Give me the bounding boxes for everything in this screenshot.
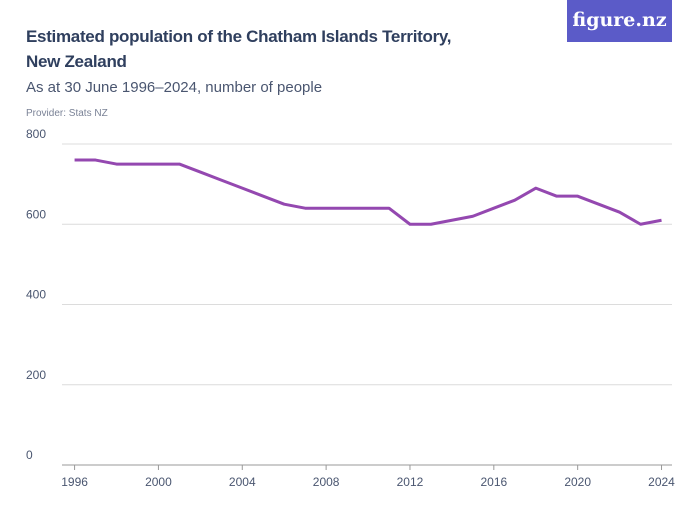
y-tick-label: 400 xyxy=(26,288,46,302)
x-tick-label: 2004 xyxy=(229,475,256,489)
x-tick-label: 2012 xyxy=(397,475,424,489)
y-tick-label: 0 xyxy=(26,448,33,462)
x-tick-label: 2016 xyxy=(480,475,507,489)
x-tick-label: 2024 xyxy=(648,475,675,489)
y-tick-label: 600 xyxy=(26,207,46,221)
chart-title: Estimated population of the Chatham Isla… xyxy=(26,27,452,71)
x-tick-label: 1996 xyxy=(61,475,88,489)
x-tick-label: 2008 xyxy=(313,475,340,489)
x-tick-label: 2000 xyxy=(145,475,172,489)
logo[interactable]: figure.nz xyxy=(567,0,672,42)
y-tick-label: 200 xyxy=(26,368,46,382)
source: Provider: Stats NZ xyxy=(26,108,108,119)
data-line xyxy=(74,158,662,226)
chart-subtitle: As at 30 June 1996–2024, number of peopl… xyxy=(26,79,323,96)
y-tick-label: 800 xyxy=(26,127,46,141)
x-tick-label: 2020 xyxy=(564,475,591,489)
